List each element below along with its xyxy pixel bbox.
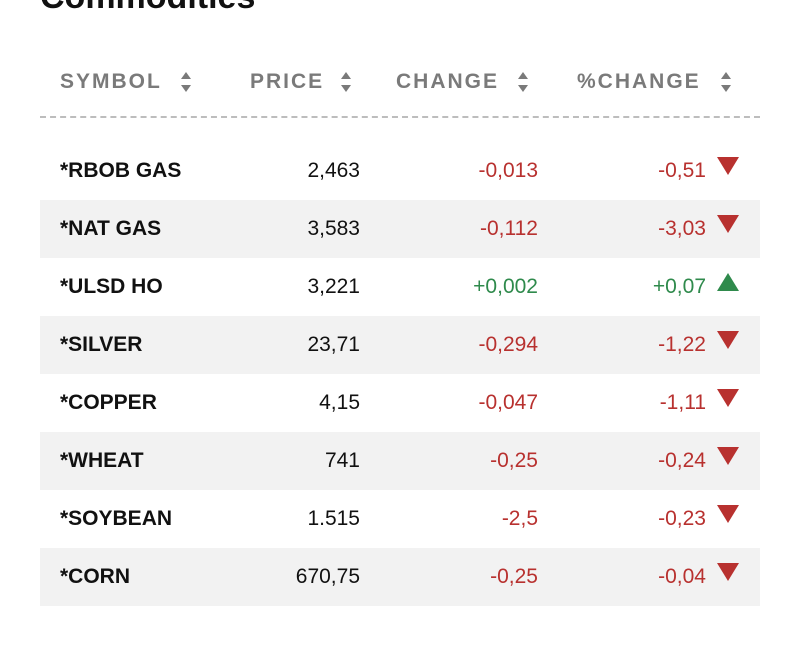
sort-icon[interactable] (720, 68, 732, 96)
value: -3,03 (658, 217, 706, 240)
sort-icon[interactable] (180, 68, 192, 96)
value: 1.515 (307, 507, 360, 530)
symbol: *SILVER (60, 333, 143, 356)
up-arrow (717, 273, 739, 291)
table-row[interactable]: *CORN 670,75 -0,25 -0,04 (40, 548, 760, 606)
column-header[interactable]: %CHANGE (577, 70, 701, 93)
value: 4,15 (319, 391, 360, 414)
table-row[interactable]: *ULSD HO 3,221 +0,002 +0,07 (40, 258, 760, 316)
value: -0,04 (658, 565, 706, 588)
value: -0,24 (658, 449, 706, 472)
down-arrow (717, 563, 739, 581)
symbol: *CORN (60, 565, 131, 588)
value: -0,23 (658, 507, 706, 530)
down-arrow (717, 157, 739, 175)
table-row[interactable]: *NAT GAS 3,583 -0,112 -3,03 (40, 200, 760, 258)
value: 2,463 (307, 159, 360, 182)
column-header[interactable]: PRICE (250, 70, 325, 93)
value: -2,5 (501, 507, 538, 530)
value: -0,25 (490, 449, 538, 472)
table-row[interactable]: *WHEAT 741 -0,25 -0,24 (40, 432, 760, 490)
value: 741 (324, 449, 360, 472)
divider (40, 116, 760, 118)
symbol: *ULSD HO (60, 275, 163, 298)
value: 23,71 (307, 333, 360, 356)
value: 3,221 (307, 275, 360, 298)
symbol: *COPPER (60, 391, 157, 414)
down-arrow (717, 215, 739, 233)
value: -0,112 (480, 217, 538, 240)
page-title: Commodities (40, 0, 255, 17)
table-row[interactable]: *SILVER 23,71 -0,294 -1,22 (40, 316, 760, 374)
down-arrow (717, 331, 739, 349)
value: +0,07 (652, 275, 706, 298)
value: -0,047 (478, 391, 538, 414)
down-arrow (717, 389, 739, 407)
value: -1,11 (659, 391, 706, 414)
symbol: *RBOB GAS (60, 159, 182, 182)
value: -1,22 (658, 333, 706, 356)
value: -0,51 (658, 159, 706, 182)
column-header[interactable]: CHANGE (396, 70, 500, 93)
value: -0,294 (478, 333, 538, 356)
value: +0,002 (473, 275, 538, 298)
sort-icon[interactable] (517, 68, 529, 96)
table-row[interactable]: *SOYBEAN 1.515 -2,5 -0,23 (40, 490, 760, 548)
sort-icon[interactable] (340, 68, 352, 96)
down-arrow (717, 505, 739, 523)
table-row[interactable]: *RBOB GAS 2,463 -0,013 -0,51 (40, 142, 760, 200)
symbol: *WHEAT (60, 449, 144, 472)
column-header[interactable]: SYMBOL (60, 70, 162, 93)
symbol: *SOYBEAN (60, 507, 173, 530)
value: 3,583 (307, 217, 360, 240)
down-arrow (717, 447, 739, 465)
table-row[interactable]: *COPPER 4,15 -0,047 -1,11 (40, 374, 760, 432)
value: 670,75 (295, 565, 360, 588)
value: -0,013 (478, 159, 538, 182)
symbol: *NAT GAS (60, 217, 162, 240)
value: -0,25 (490, 565, 538, 588)
